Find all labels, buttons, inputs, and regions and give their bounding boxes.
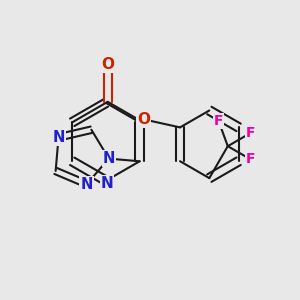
Text: N: N xyxy=(100,176,113,191)
Text: N: N xyxy=(80,177,93,192)
Text: N: N xyxy=(52,130,65,145)
Text: O: O xyxy=(137,112,150,127)
Text: N: N xyxy=(103,151,115,166)
Text: F: F xyxy=(214,114,224,128)
Text: F: F xyxy=(246,126,256,140)
Text: O: O xyxy=(101,57,114,72)
Text: F: F xyxy=(246,152,256,167)
